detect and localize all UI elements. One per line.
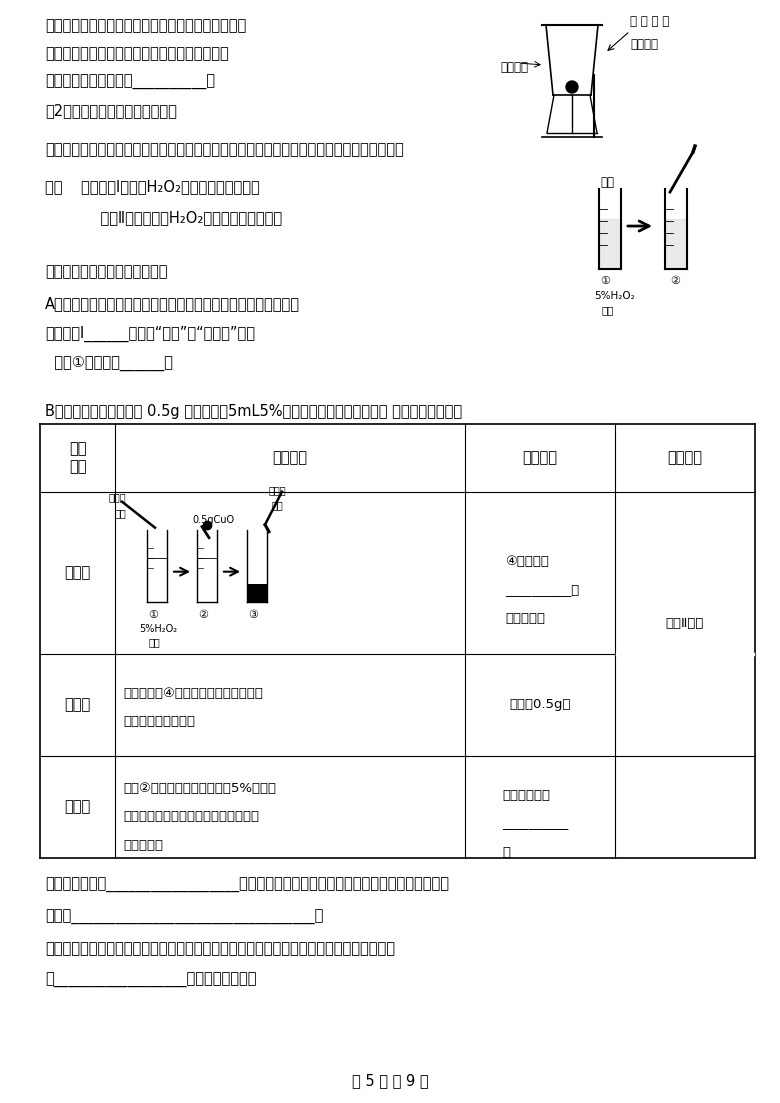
Polygon shape bbox=[665, 219, 687, 269]
Text: 木条: 木条 bbox=[272, 500, 284, 510]
Text: 【实验与判断】实验过程如下：: 【实验与判断】实验过程如下： bbox=[45, 265, 168, 279]
Text: ②: ② bbox=[198, 610, 208, 620]
Text: 【提出问题】剩余固体的哪种物质加速了过氧化氢的分解，是过氧化氢溶液反反应的催化剂？: 【提出问题】剩余固体的哪种物质加速了过氧化氢的分解，是过氧化氢溶液反反应的催化剂… bbox=[45, 142, 404, 157]
Text: 步骤②得到的固体，加入到盛5%的过氧: 步骤②得到的固体，加入到盛5%的过氧 bbox=[123, 782, 276, 794]
Text: 带火星: 带火星 bbox=[109, 492, 126, 502]
Text: 率__________________（写一个即可）。: 率__________________（写一个即可）。 bbox=[45, 974, 257, 988]
Text: 5%H₂O₂: 5%H₂O₂ bbox=[139, 623, 177, 634]
Text: 。: 。 bbox=[502, 846, 510, 858]
Text: 并在上方罩一个内壁涂有石灿水的烧杯（如右图）进: 并在上方罩一个内壁涂有石灿水的烧杯（如右图）进 bbox=[45, 18, 246, 33]
Text: 实验结论: 实验结论 bbox=[668, 450, 703, 465]
Text: 清石灰水: 清石灰水 bbox=[630, 38, 658, 51]
Text: 猜想Ⅱ．氧化锄是H₂O₂溶液分解的催化剂。: 猜想Ⅱ．氧化锄是H₂O₂溶液分解的催化剂。 bbox=[45, 211, 282, 225]
Text: 0.5gCuO: 0.5gCuO bbox=[192, 515, 234, 525]
Text: 步骤二: 步骤二 bbox=[65, 697, 90, 713]
Text: 质量为0.5g。: 质量为0.5g。 bbox=[509, 698, 571, 711]
Text: 入试管中。: 入试管中。 bbox=[123, 838, 163, 852]
Text: 铜粉: 铜粉 bbox=[600, 176, 614, 189]
Text: 5%H₂O₂: 5%H₂O₂ bbox=[594, 291, 635, 301]
Text: 木条复燃。: 木条复燃。 bbox=[505, 612, 545, 624]
Text: （2）丙同学又进行了如下探究：: （2）丙同学又进行了如下探究： bbox=[45, 104, 177, 118]
Text: 内 壁 涂 澄: 内 壁 涂 澄 bbox=[630, 15, 669, 28]
Text: 证明猜想Ⅰ______（选填“成立”或“不成立”）。: 证明猜想Ⅰ______（选填“成立”或“不成立”）。 bbox=[45, 325, 255, 342]
Text: 证明剩余固体中不含有__________。: 证明剩余固体中不含有__________。 bbox=[45, 75, 215, 90]
Text: 溶液: 溶液 bbox=[149, 636, 161, 646]
Text: 实验现象: 实验现象 bbox=[523, 450, 558, 465]
Text: 行实验，发现烧杯内壁的澄清石灿水不变浑浊，: 行实验，发现烧杯内壁的澄清石灿水不变浑浊， bbox=[45, 46, 229, 62]
Text: ①: ① bbox=[148, 610, 158, 620]
Text: 步骤一中的④试管内的物质过滤，得到: 步骤一中的④试管内的物质过滤，得到 bbox=[123, 687, 263, 699]
Text: 步骤一: 步骤一 bbox=[65, 565, 90, 580]
Text: 步骤三: 步骤三 bbox=[65, 800, 90, 814]
Text: 木条: 木条 bbox=[115, 507, 126, 517]
Text: 有气泡产生，: 有气泡产生， bbox=[502, 789, 550, 802]
Text: A．丙同学进行如右图所示实验，发现加入锄粉后几乎没有变化，: A．丙同学进行如右图所示实验，发现加入锄粉后几乎没有变化， bbox=[45, 296, 300, 311]
Text: ③: ③ bbox=[248, 610, 258, 620]
Polygon shape bbox=[599, 219, 621, 269]
Text: B．丙同学又用天平称量 0.5g 氧化锄，取5mL5%的过氧化氢溶液于试管中， 又进行如下实验：: B．丙同学又用天平称量 0.5g 氧化锄，取5mL5%的过氧化氢溶液于试管中， … bbox=[45, 404, 462, 419]
Circle shape bbox=[566, 81, 578, 93]
Text: 剩余固体: 剩余固体 bbox=[500, 61, 528, 74]
Text: 实验操作: 实验操作 bbox=[272, 450, 307, 465]
Text: 带火星: 带火星 bbox=[269, 484, 286, 494]
Text: __________: __________ bbox=[502, 817, 569, 831]
Text: 实验①的作用是______。: 实验①的作用是______。 bbox=[45, 356, 173, 371]
Text: 【猜    想】猜想Ⅰ．锄是H₂O₂溶液分解的催化剂。: 【猜 想】猜想Ⅰ．锄是H₂O₂溶液分解的催化剂。 bbox=[45, 179, 260, 194]
Text: 【拓展】除了催化剂能改变化学反应的速率，你猜想还有那些因素也可能影响化学反应的速: 【拓展】除了催化剂能改变化学反应的速率，你猜想还有那些因素也可能影响化学反应的速 bbox=[45, 942, 395, 956]
Text: 猜想Ⅱ成立: 猜想Ⅱ成立 bbox=[666, 618, 704, 630]
Text: ④的现象是: ④的现象是 bbox=[505, 555, 549, 568]
Text: ①: ① bbox=[600, 276, 610, 286]
Polygon shape bbox=[247, 583, 267, 601]
Text: 溶液: 溶液 bbox=[601, 306, 614, 315]
Text: 实验
步骤: 实验 步骤 bbox=[69, 441, 87, 474]
Text: 第 5 页 共 9 页: 第 5 页 共 9 页 bbox=[352, 1073, 428, 1088]
Text: 的固体烘干，称量。: 的固体烘干，称量。 bbox=[123, 715, 195, 728]
Text: 程式为_________________________________。: 程式为_________________________________。 bbox=[45, 910, 324, 924]
Text: __________，: __________， bbox=[505, 583, 580, 597]
Text: 化氢溶液的试管中，把带火星的木条伸: 化氢溶液的试管中，把带火星的木条伸 bbox=[123, 811, 259, 823]
Text: ②: ② bbox=[670, 276, 680, 286]
Text: 步骤三的目的是__________________。过氧化氢能被氧化锄催化分解放出氧气的化学化学方: 步骤三的目的是__________________。过氧化氢能被氧化锄催化分解放… bbox=[45, 878, 449, 892]
